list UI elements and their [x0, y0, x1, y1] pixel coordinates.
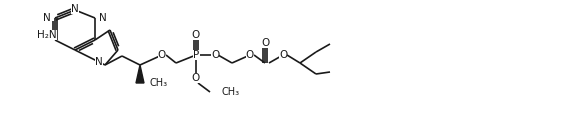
Text: CH₃: CH₃ [150, 78, 168, 88]
Text: N: N [96, 57, 103, 67]
Text: O: O [158, 50, 166, 60]
Text: N: N [71, 4, 79, 14]
Text: H₂N: H₂N [37, 30, 57, 40]
Text: O: O [279, 50, 287, 60]
Text: O: O [261, 38, 269, 48]
Text: O: O [192, 30, 200, 40]
Text: O: O [192, 73, 200, 83]
Text: CH₃: CH₃ [222, 87, 240, 97]
Text: O: O [211, 50, 219, 60]
Text: N: N [99, 13, 107, 23]
Text: N: N [43, 13, 51, 23]
Text: O: O [246, 50, 254, 60]
Polygon shape [136, 65, 144, 83]
Text: P: P [193, 50, 199, 60]
